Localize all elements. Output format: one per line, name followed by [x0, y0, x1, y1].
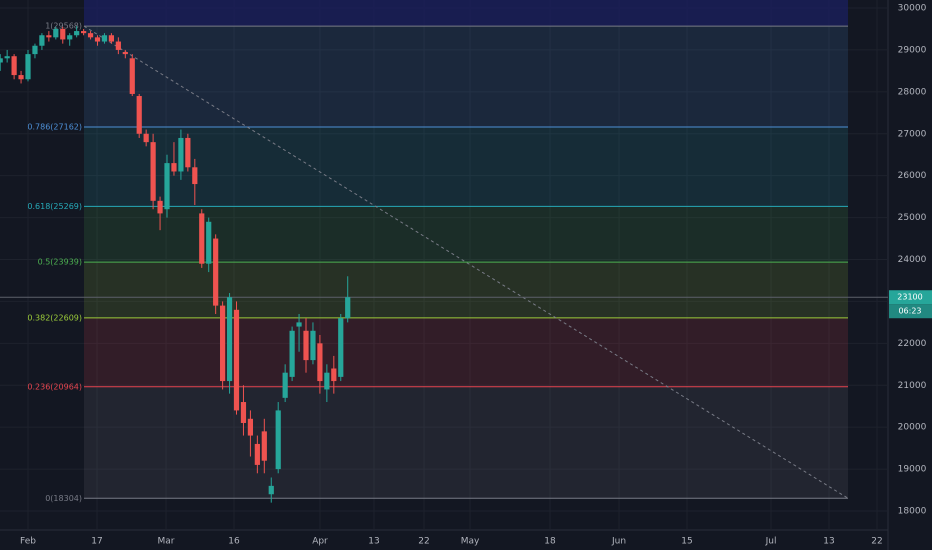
x-tick-label: Jul: [765, 537, 777, 547]
y-tick-label: 25000: [898, 213, 927, 223]
candle-body: [108, 35, 115, 42]
y-tick-label: 20000: [898, 423, 927, 433]
candle-body: [282, 372, 288, 398]
y-tick-label: 18000: [898, 507, 927, 517]
fib-extension-band: [84, 0, 848, 27]
candle-body: [81, 31, 87, 34]
x-tick-label: May: [461, 537, 480, 547]
candle-body: [11, 56, 17, 76]
candle-body: [18, 75, 24, 80]
fib-label: 0.618(25269): [27, 202, 82, 211]
fib-band: [84, 26, 848, 127]
y-tick-label: 19000: [898, 465, 927, 475]
candle-body: [4, 56, 10, 59]
candle-body: [136, 96, 142, 134]
candle-body: [67, 35, 73, 40]
y-tick-label: 22000: [898, 339, 927, 349]
candle-body: [213, 238, 219, 306]
candle-body: [303, 330, 309, 361]
candle-body: [317, 343, 323, 382]
candle-body: [296, 322, 302, 327]
candle-body: [289, 330, 295, 377]
countdown-badge: [889, 304, 932, 319]
candle-body: [206, 221, 212, 264]
candle-body: [74, 31, 80, 36]
candle-body: [60, 28, 66, 40]
fib-label: 0.5(23939): [38, 258, 82, 267]
candle-body: [240, 402, 247, 423]
y-tick-label: 24000: [898, 255, 927, 265]
candle-body: [268, 485, 274, 495]
fib-label: 0.786(27162): [27, 122, 82, 131]
candle-body: [220, 305, 226, 382]
y-tick-label: 27000: [898, 129, 927, 139]
x-tick-label: 18: [544, 537, 556, 547]
fib-band: [84, 126, 848, 207]
candle-body: [53, 28, 59, 38]
candle-body: [199, 213, 205, 264]
candle-body: [226, 297, 233, 382]
candle-body: [338, 318, 344, 377]
x-tick-label: 22: [418, 537, 429, 547]
y-tick-label: 30000: [898, 4, 927, 14]
candle-body: [129, 58, 135, 94]
fib-label: 0.382(22609): [27, 313, 82, 322]
x-tick-label: 15: [681, 537, 692, 547]
x-tick-label: Apr: [312, 537, 328, 547]
x-tick-label: 22: [871, 537, 882, 547]
fib-label: 1(29568): [45, 22, 82, 31]
y-tick-label: 26000: [898, 171, 927, 181]
last-price-label: 23100: [897, 293, 922, 302]
candle-body: [192, 167, 198, 185]
x-tick-label: 17: [91, 537, 102, 547]
candle-body: [331, 368, 337, 382]
candle-body: [157, 200, 163, 214]
candle-body: [164, 163, 170, 210]
candle-body: [185, 137, 191, 168]
x-tick-label: 13: [823, 537, 834, 547]
countdown-label: 06:23: [898, 307, 921, 316]
fib-label: 0.236(20964): [27, 382, 82, 391]
fib-band: [84, 206, 848, 263]
candle-body: [46, 35, 52, 38]
x-tick-label: Jun: [611, 537, 626, 547]
candle-body: [310, 330, 316, 361]
candle-body: [254, 443, 260, 465]
candle-body: [143, 133, 149, 143]
candle-body: [25, 54, 31, 80]
y-tick-label: 21000: [898, 381, 927, 391]
fib-label: 0(18304): [45, 494, 82, 503]
candle-body: [115, 41, 121, 50]
x-tick-label: 16: [228, 537, 240, 547]
candle-body: [247, 418, 254, 436]
candle-body: [122, 52, 128, 55]
candle-body: [171, 163, 177, 172]
y-tick-label: 29000: [898, 45, 927, 55]
candle-body: [87, 33, 94, 38]
candle-body: [345, 297, 351, 319]
x-tick-label: 13: [368, 537, 379, 547]
x-tick-label: Feb: [20, 537, 36, 547]
candle-body: [178, 137, 184, 172]
fib-band: [84, 262, 848, 318]
candle-body: [94, 37, 101, 42]
price-badge: [889, 290, 932, 305]
candle-body: [261, 431, 267, 461]
candle-body: [39, 35, 45, 46]
candle-body: [275, 410, 281, 470]
candle-body: [324, 372, 330, 390]
fib-band: [84, 317, 848, 387]
candle-body: [233, 309, 240, 411]
candle-body: [0, 58, 3, 63]
candle-body: [101, 35, 108, 42]
y-tick-label: 28000: [898, 87, 927, 97]
x-tick-label: Mar: [158, 537, 175, 547]
candle-body: [32, 45, 38, 55]
fib-band: [84, 386, 848, 499]
candle-body: [150, 142, 156, 201]
